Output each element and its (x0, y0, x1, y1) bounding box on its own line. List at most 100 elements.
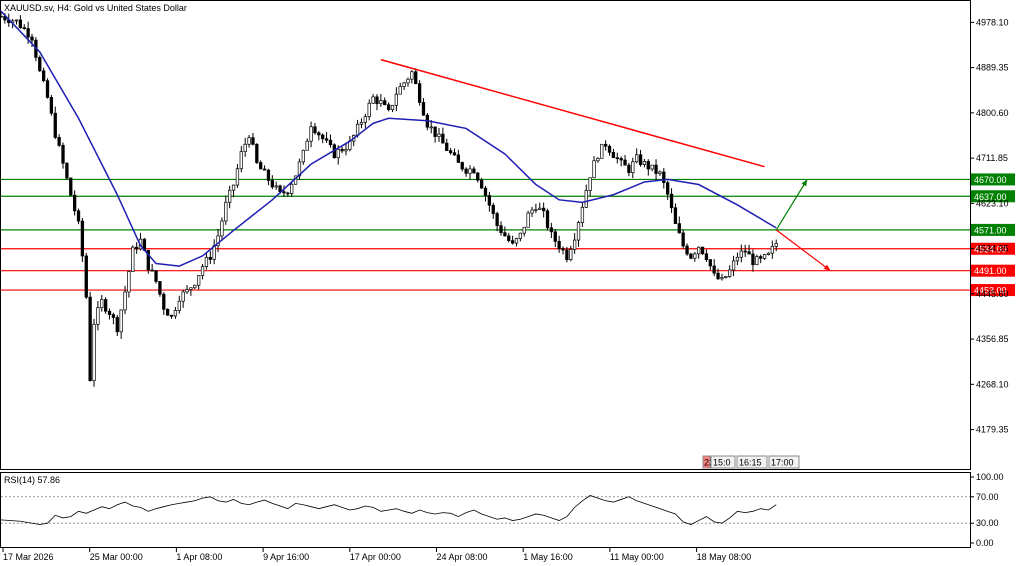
candle-body (197, 275, 201, 286)
candle-body (693, 253, 697, 259)
candle-body (739, 250, 743, 258)
candle-body (592, 160, 596, 179)
level-label: 4637.00 (974, 192, 1007, 202)
candle-body (169, 314, 174, 317)
candle-body (317, 132, 321, 136)
candle-body (166, 309, 170, 316)
candle-body (278, 185, 282, 193)
arrow-head (801, 179, 808, 187)
candle-body (755, 256, 759, 266)
candle-body (468, 168, 472, 174)
candle-body (14, 19, 19, 22)
level-label-box (971, 173, 1015, 186)
candle-body (22, 27, 26, 29)
candle-body (193, 284, 197, 289)
candle-body (228, 189, 232, 203)
x-tick-label: 11 May 00:00 (610, 552, 664, 562)
timer-label: 16:15 (739, 458, 762, 468)
rsi-tick-label: 100.00 (976, 472, 1004, 482)
candle-body (96, 307, 100, 325)
candle-body (487, 195, 492, 206)
candle-body (92, 323, 96, 382)
candle-body (69, 177, 73, 196)
candle-body (611, 151, 616, 159)
candle-body (45, 80, 50, 98)
rsi-line (0, 495, 777, 525)
resistance-trendline (380, 58, 765, 168)
x-tick-label: 17 Mar 2026 (3, 552, 54, 562)
candle-body (309, 126, 313, 142)
candle-body (530, 209, 534, 214)
candle-body (731, 260, 736, 271)
candle-body (417, 83, 422, 103)
candle-body (472, 168, 476, 174)
y-tick-label: 4356.85 (976, 334, 1009, 344)
candle-body (557, 241, 561, 250)
candle-body (689, 253, 693, 259)
overlays (0, 10, 831, 272)
candle-body (41, 70, 46, 82)
x-tick-label: 24 Apr 08:00 (437, 552, 488, 562)
candle-body (510, 240, 515, 244)
candle-body (561, 248, 565, 251)
candle-body (239, 151, 243, 170)
candle-body (549, 227, 554, 233)
x-tick-label: 9 Apr 16:00 (263, 552, 309, 562)
candle-body (65, 162, 69, 179)
timer-box (768, 455, 800, 469)
y-tick-label: 4978.10 (976, 17, 1009, 27)
candle-body (464, 168, 468, 174)
time-axis: 17 Mar 2026 25 Mar 00:00 1 Apr 08:00 9 Apr … (2, 547, 752, 562)
candle-body (650, 164, 654, 170)
candle-body (495, 213, 499, 226)
price-panel (0, 0, 971, 470)
candle-body (600, 143, 604, 159)
candle-body (282, 191, 286, 194)
projection-arrow (775, 179, 808, 231)
candle-body (107, 310, 112, 315)
candle-body (259, 162, 263, 170)
candle-body (584, 190, 588, 208)
candle-body (588, 177, 592, 191)
candle-body (123, 291, 127, 311)
candle-body (654, 164, 658, 174)
candle-body (18, 19, 23, 28)
level-label-box (971, 264, 1015, 277)
candle-body (216, 235, 220, 247)
moving-average-line (0, 10, 777, 267)
candle-body (677, 223, 681, 234)
candle-body (104, 299, 108, 312)
candle-body (100, 299, 104, 309)
candle-body (576, 222, 581, 241)
rsi-indicator: 100.00 70.00 30.00 0.00 (0, 472, 1004, 548)
candle-body (111, 314, 116, 318)
candle-body (631, 161, 635, 173)
candle-body (262, 168, 267, 171)
candle-body (324, 138, 329, 141)
candle-body (658, 171, 662, 174)
candle-body (507, 235, 511, 241)
candle-body (441, 133, 445, 144)
x-tick-label: 18 May 08:00 (697, 552, 752, 562)
timer-box (702, 455, 711, 469)
candle-body (61, 144, 65, 164)
candle-body (363, 116, 367, 123)
candle-body (421, 102, 426, 116)
candle-body (681, 232, 685, 247)
y-tick-label: 4711.85 (976, 153, 1008, 163)
candle-body (328, 139, 333, 146)
candle-body (119, 309, 123, 333)
candle-body (534, 209, 538, 211)
y-tick-label: 4800.60 (976, 108, 1009, 118)
candle-body (154, 270, 158, 282)
level-label-box (971, 190, 1015, 203)
x-tick-label: 1 Apr 08:00 (176, 552, 222, 562)
candle-body (669, 193, 674, 209)
candle-body (208, 256, 212, 260)
candle-body (518, 232, 523, 239)
candle-body (200, 266, 205, 276)
candle-body (251, 137, 255, 145)
candle-body (158, 281, 162, 295)
candle-body (88, 296, 92, 382)
